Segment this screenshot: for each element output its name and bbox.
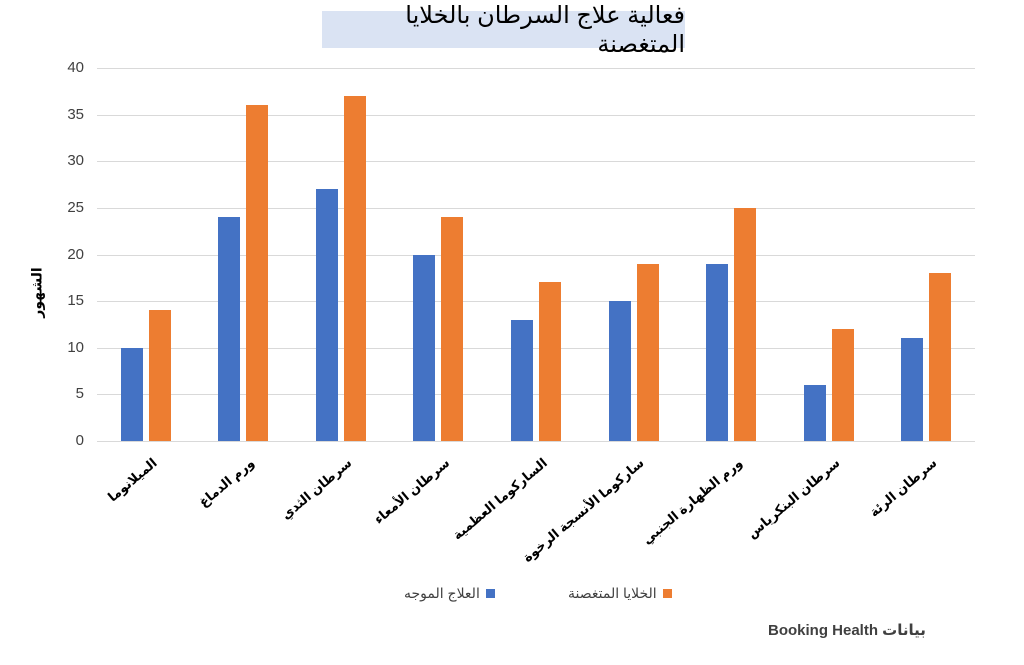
bar-dendritic-cells <box>343 95 366 441</box>
source-credit: بيانات Booking Health <box>768 622 926 639</box>
chart-title-text: فعالية علاج السرطان بالخلايا المتغصنة <box>405 1 685 58</box>
x-category-label: سرطان الثدي <box>278 455 355 523</box>
gridline <box>97 161 975 163</box>
bar-dendritic-cells <box>441 217 464 441</box>
gridline <box>97 254 975 256</box>
chart-title: فعالية علاج السرطان بالخلايا المتغصنة <box>322 2 685 58</box>
bar-dendritic-cells <box>539 282 561 441</box>
bar-dendritic-cells <box>831 329 854 441</box>
bar-targeted-therapy <box>315 189 338 441</box>
bar-targeted-therapy <box>511 319 533 441</box>
bar-targeted-therapy <box>803 385 826 441</box>
y-tick-label: 25 <box>67 198 84 216</box>
y-tick-label: 40 <box>67 59 84 76</box>
bar-targeted-therapy <box>120 347 143 441</box>
bar-dendritic-cells <box>636 263 659 441</box>
gridline <box>97 207 975 209</box>
bar-targeted-therapy <box>901 338 924 441</box>
gridline <box>97 394 975 396</box>
x-category-label: سرطان الأمعاء <box>370 455 453 527</box>
x-category-label: سرطان الرئة <box>866 455 940 520</box>
x-category-label: ورم الدماغ <box>195 455 257 510</box>
bar-targeted-therapy <box>608 301 631 441</box>
gridline <box>97 441 975 442</box>
x-category-label: ورم الظهارة الجنبي <box>639 455 745 548</box>
bar-targeted-therapy <box>218 217 241 441</box>
bar-dendritic-cells <box>734 207 757 441</box>
gridline <box>97 68 975 69</box>
x-category-label: الساركوما العظمية <box>449 455 550 543</box>
bar-targeted-therapy <box>413 254 436 441</box>
y-axis-label: الشهور <box>22 262 52 322</box>
x-category-label: الميلانوما <box>104 455 160 505</box>
legend-swatch-orange-icon <box>662 589 672 598</box>
y-tick-label: 0 <box>75 432 84 449</box>
legend-label: العلاج الموجه <box>404 585 480 601</box>
y-tick-label: 20 <box>67 245 84 263</box>
x-category-label: سرطان البنكرياس <box>743 455 843 542</box>
y-tick-label: 5 <box>75 385 84 403</box>
gridline <box>97 301 975 303</box>
legend-swatch-blue-icon <box>485 589 495 598</box>
y-axis-label-text: الشهور <box>28 266 45 318</box>
bar-dendritic-cells <box>246 105 269 441</box>
y-tick-label: 30 <box>67 152 84 170</box>
y-tick-label: 10 <box>67 338 84 356</box>
gridline <box>97 347 975 349</box>
bar-dendritic-cells <box>148 310 171 441</box>
legend-item-dendritic-cells: الخلايا المتغصنة <box>568 585 672 602</box>
legend-item-targeted-therapy: العلاج الموجه <box>404 585 495 602</box>
y-tick-label: 15 <box>67 292 84 310</box>
bar-dendritic-cells <box>929 273 952 441</box>
gridline <box>97 114 975 116</box>
y-tick-label: 35 <box>67 105 84 123</box>
bar-targeted-therapy <box>706 263 729 441</box>
legend-label: الخلايا المتغصنة <box>568 585 657 601</box>
